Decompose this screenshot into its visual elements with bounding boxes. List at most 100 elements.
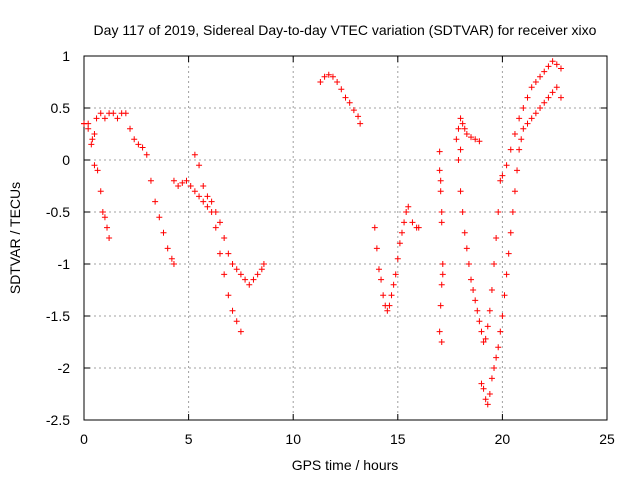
y-tick-label: -1.5 <box>46 308 70 324</box>
data-point <box>101 115 108 122</box>
data-point <box>225 292 232 299</box>
data-point <box>329 73 336 80</box>
data-point <box>371 224 378 231</box>
data-point <box>183 177 190 184</box>
data-point <box>459 209 466 215</box>
data-point <box>545 94 552 101</box>
data-point <box>463 131 470 137</box>
data-point <box>463 245 470 252</box>
data-point <box>229 307 236 314</box>
data-point <box>455 125 462 132</box>
data-point <box>457 188 464 195</box>
data-point <box>516 146 523 153</box>
data-point <box>514 167 521 174</box>
data-point <box>520 125 527 132</box>
data-point <box>537 105 544 111</box>
series-seg-h <box>453 115 483 163</box>
data-point <box>549 58 556 65</box>
data-point <box>89 136 96 143</box>
data-point <box>516 115 523 122</box>
data-point <box>468 276 475 283</box>
data-point <box>355 113 362 120</box>
data-point <box>114 115 121 122</box>
data-point <box>499 313 506 319</box>
series-seg-j <box>478 84 564 408</box>
data-point <box>470 287 477 293</box>
data-point <box>437 177 444 184</box>
data-point <box>386 302 393 309</box>
data-point <box>104 224 111 231</box>
data-point <box>93 115 100 122</box>
data-point <box>461 229 468 236</box>
data-point <box>221 235 228 241</box>
x-tick-label: 0 <box>80 431 88 447</box>
y-tick-label: -0.5 <box>46 204 70 220</box>
data-point <box>237 271 244 278</box>
data-point <box>317 79 324 85</box>
data-point <box>438 339 445 345</box>
y-tick-label: 1 <box>62 48 70 64</box>
data-point <box>532 79 539 85</box>
series-seg-a <box>81 120 113 241</box>
data-point <box>204 203 211 210</box>
y-axis-title: SDTVAR / TECUs <box>7 182 23 294</box>
data-point <box>488 287 495 293</box>
data-point <box>472 136 479 143</box>
data-point <box>497 177 504 184</box>
data-point <box>528 84 535 91</box>
data-point <box>196 193 203 200</box>
data-point <box>378 276 385 283</box>
data-point <box>179 179 186 186</box>
data-point <box>480 339 487 345</box>
data-point <box>85 120 92 127</box>
data-point <box>233 318 240 325</box>
data-point <box>143 151 150 158</box>
data-point <box>553 61 560 68</box>
data-point <box>455 157 462 163</box>
data-point <box>439 261 446 267</box>
data-point <box>135 141 142 148</box>
chart-title: Day 117 of 2019, Sidereal Day-to-day VTE… <box>94 22 597 38</box>
data-point <box>484 323 491 330</box>
data-point <box>91 162 98 169</box>
data-point <box>491 365 498 371</box>
data-point <box>127 125 134 132</box>
data-point <box>557 94 564 101</box>
data-point <box>156 214 163 221</box>
data-point <box>338 86 345 93</box>
data-point <box>438 219 445 226</box>
data-point <box>88 141 95 148</box>
data-point <box>384 307 391 314</box>
data-point <box>439 271 446 278</box>
data-point <box>459 120 466 127</box>
data-point <box>246 281 253 288</box>
data-point <box>375 266 382 273</box>
data-point <box>476 318 483 325</box>
data-point <box>465 261 472 267</box>
data-point <box>405 203 412 210</box>
data-point <box>403 209 410 215</box>
data-point <box>160 229 167 236</box>
data-point <box>97 110 104 117</box>
data-point <box>520 105 527 111</box>
series-seg-i <box>457 58 564 345</box>
data-point <box>557 65 564 72</box>
x-tick-label: 5 <box>185 431 193 447</box>
plot-frame <box>83 55 608 421</box>
data-point <box>474 307 481 314</box>
data-point <box>528 115 535 122</box>
data-point <box>453 136 460 143</box>
data-point <box>499 172 506 179</box>
data-point <box>509 209 516 215</box>
x-axis-title: GPS time / hours <box>292 457 399 473</box>
data-point <box>507 229 514 236</box>
data-point <box>237 328 244 335</box>
data-point <box>216 219 223 226</box>
data-point <box>191 151 198 158</box>
data-point <box>436 148 443 155</box>
data-point <box>110 110 117 117</box>
data-point <box>380 292 387 299</box>
data-point <box>168 255 175 262</box>
data-point <box>164 245 171 252</box>
series-seg-g <box>436 148 446 345</box>
